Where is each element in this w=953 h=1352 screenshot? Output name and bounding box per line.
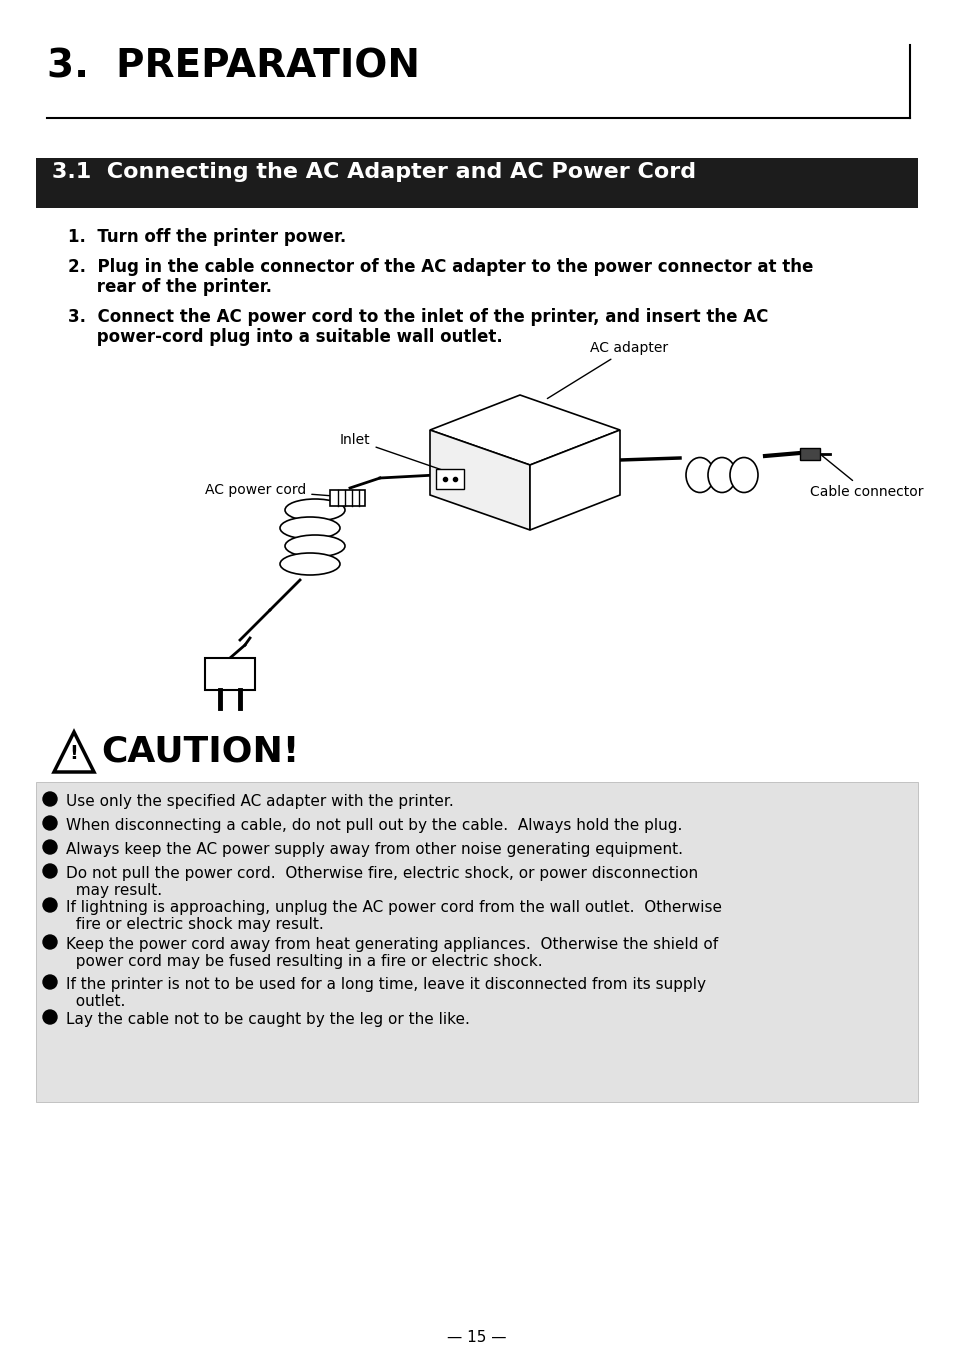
Ellipse shape	[707, 457, 735, 492]
Circle shape	[43, 975, 57, 990]
Text: power-cord plug into a suitable wall outlet.: power-cord plug into a suitable wall out…	[68, 329, 502, 346]
Text: If the printer is not to be used for a long time, leave it disconnected from its: If the printer is not to be used for a l…	[66, 977, 705, 1010]
Text: 3.  Connect the AC power cord to the inlet of the printer, and insert the AC: 3. Connect the AC power cord to the inle…	[68, 308, 767, 326]
Polygon shape	[330, 489, 365, 506]
Ellipse shape	[280, 516, 339, 539]
Text: 3.  PREPARATION: 3. PREPARATION	[47, 49, 419, 87]
Text: !: !	[70, 744, 78, 763]
Text: AC power cord: AC power cord	[205, 483, 344, 498]
Ellipse shape	[285, 535, 345, 557]
Bar	[36, 158, 917, 208]
Text: Do not pull the power cord.  Otherwise fire, electric shock, or power disconnect: Do not pull the power cord. Otherwise fi…	[66, 867, 698, 898]
Text: If lightning is approaching, unplug the AC power cord from the wall outlet.  Oth: If lightning is approaching, unplug the …	[66, 900, 721, 933]
Bar	[36, 781, 917, 1102]
Circle shape	[43, 792, 57, 806]
Text: When disconnecting a cable, do not pull out by the cable.  Always hold the plug.: When disconnecting a cable, do not pull …	[66, 818, 681, 833]
Polygon shape	[430, 395, 619, 465]
Ellipse shape	[729, 457, 758, 492]
Circle shape	[43, 898, 57, 913]
Polygon shape	[530, 430, 619, 530]
Text: 3.1  Connecting the AC Adapter and AC Power Cord: 3.1 Connecting the AC Adapter and AC Pow…	[52, 162, 696, 183]
Text: rear of the printer.: rear of the printer.	[68, 279, 272, 296]
Text: Lay the cable not to be caught by the leg or the like.: Lay the cable not to be caught by the le…	[66, 1013, 470, 1028]
Polygon shape	[430, 430, 530, 530]
Bar	[436, 469, 463, 489]
Text: Use only the specified AC adapter with the printer.: Use only the specified AC adapter with t…	[66, 794, 454, 808]
Text: Keep the power cord away from heat generating appliances.  Otherwise the shield : Keep the power cord away from heat gener…	[66, 937, 718, 969]
Circle shape	[43, 864, 57, 877]
Text: 2.  Plug in the cable connector of the AC adapter to the power connector at the: 2. Plug in the cable connector of the AC…	[68, 258, 813, 276]
Text: Always keep the AC power supply away from other noise generating equipment.: Always keep the AC power supply away fro…	[66, 842, 682, 857]
Ellipse shape	[285, 499, 345, 521]
Polygon shape	[54, 731, 94, 772]
Polygon shape	[800, 448, 820, 460]
Circle shape	[43, 936, 57, 949]
Circle shape	[43, 817, 57, 830]
Text: 1.  Turn off the printer power.: 1. Turn off the printer power.	[68, 228, 346, 246]
Ellipse shape	[685, 457, 713, 492]
Text: Cable connector: Cable connector	[809, 456, 923, 499]
Ellipse shape	[280, 553, 339, 575]
Circle shape	[43, 840, 57, 854]
Circle shape	[43, 1010, 57, 1023]
Text: AC adapter: AC adapter	[547, 341, 667, 399]
Polygon shape	[205, 658, 254, 690]
Text: — 15 —: — 15 —	[447, 1330, 506, 1345]
Text: CAUTION!: CAUTION!	[101, 734, 299, 768]
Text: Inlet: Inlet	[339, 433, 445, 470]
